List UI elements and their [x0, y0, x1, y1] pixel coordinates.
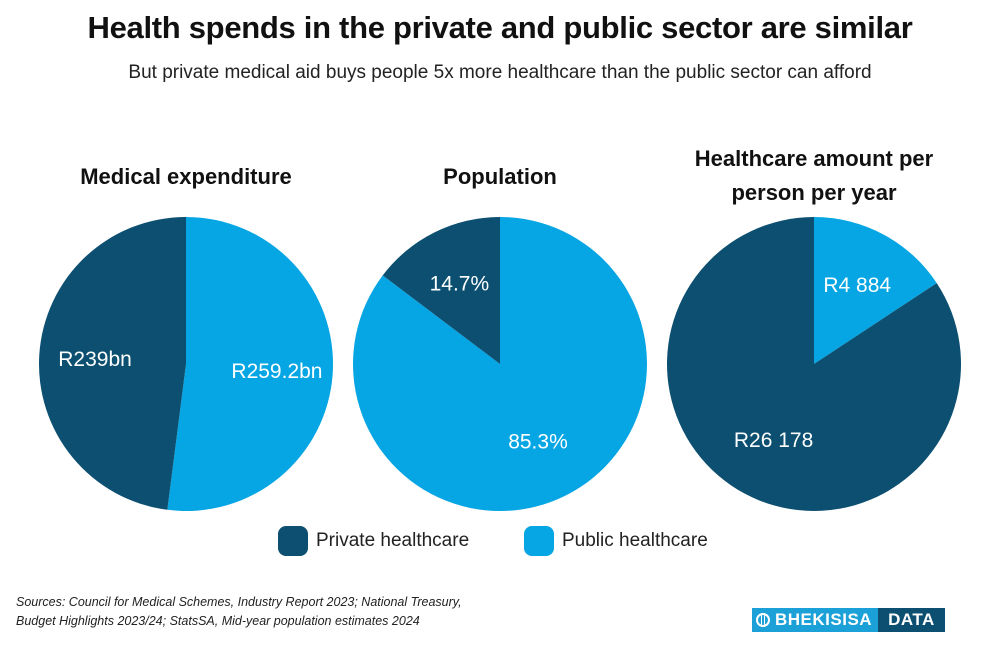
logo-left: BHEKISISA [752, 608, 879, 632]
pie-label-population-private: 14.7% [430, 272, 490, 295]
legend-label-public: Public healthcare [562, 530, 708, 551]
bhekisisa-data-logo: BHEKISISA DATA [752, 608, 945, 632]
sources-line-2: Budget Highlights 2023/24; StatsSA, Mid-… [16, 614, 420, 628]
globe-icon [756, 613, 770, 627]
pie-label-medical-expenditure-private: R239bn [58, 348, 132, 371]
pie-slice-healthcare-per-person-private [666, 217, 961, 511]
logo-left-text: BHEKISISA [775, 610, 873, 629]
pie-label-population-public: 85.3% [508, 430, 568, 453]
legend-swatch-private [278, 526, 308, 556]
pie-title-healthcare-per-person: Healthcare amount per person per year [694, 146, 934, 205]
sources-line-1: Sources: Council for Medical Schemes, In… [16, 595, 462, 609]
logo-right: DATA [878, 608, 945, 632]
logo-right-text: DATA [888, 610, 935, 629]
pie-slice-medical-expenditure-private [39, 217, 186, 510]
pie-slice-population-private [382, 217, 500, 364]
legend-label-private: Private healthcare [316, 530, 470, 551]
pie-label-medical-expenditure-public: R259.2bn [231, 360, 322, 383]
pie-label-healthcare-per-person-private: R26 178 [734, 429, 813, 452]
legend-item-private: Private healthcare [278, 526, 469, 556]
chart-title: Health spends in the private and public … [87, 10, 913, 45]
sources-note: Sources: Council for Medical Schemes, In… [16, 593, 462, 631]
pie-slice-healthcare-per-person-public [814, 217, 937, 364]
legend-item-public: Public healthcare [524, 526, 708, 556]
pie-label-healthcare-per-person-public: R4 884 [823, 274, 891, 297]
pie-title-population: Population [443, 164, 557, 189]
legend-swatch-public [524, 526, 554, 556]
pie-title-medical-expenditure: Medical expenditure [80, 164, 292, 189]
pie-slice-medical-expenditure-public [167, 217, 334, 512]
chart-subtitle: But private medical aid buys people 5x m… [128, 62, 872, 83]
